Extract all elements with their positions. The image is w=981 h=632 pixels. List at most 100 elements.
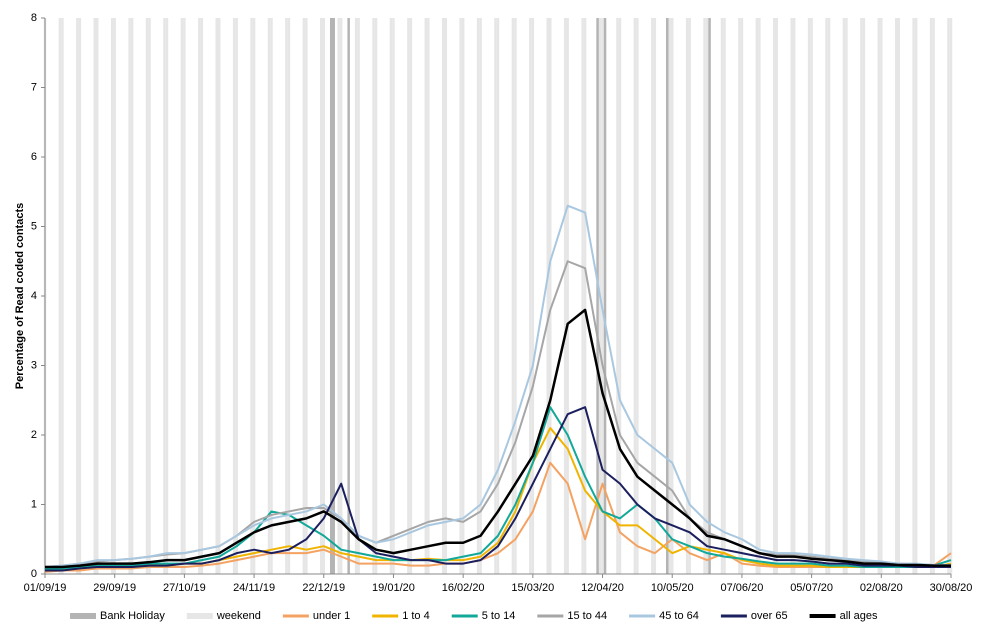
weekend-band <box>337 18 340 574</box>
y-tick-label: 3 <box>31 359 37 371</box>
weekend-band <box>479 18 482 574</box>
weekend-band <box>633 18 637 574</box>
x-tick-label: 02/08/20 <box>860 582 903 594</box>
weekend-band <box>636 18 639 574</box>
bank-holiday-band <box>603 18 607 574</box>
weekend-band <box>825 18 828 574</box>
series-line <box>44 204 951 569</box>
series-line <box>45 406 952 570</box>
x-tick-label: 01/09/19 <box>24 582 67 594</box>
weekend-band <box>357 18 360 574</box>
bank-holiday-band <box>708 18 711 574</box>
legend-label: Bank Holiday <box>100 610 165 622</box>
weekend-band <box>58 18 62 574</box>
weekend-band <box>407 18 410 574</box>
weekend-band <box>790 18 793 574</box>
weekend-band <box>339 18 343 574</box>
weekend-band <box>549 18 552 574</box>
weekend-band <box>267 18 271 574</box>
x-tick-label: 30/08/20 <box>930 582 973 594</box>
weekend-band <box>616 18 619 574</box>
weekend-band <box>755 18 759 574</box>
weekend-band <box>566 18 569 574</box>
weekend-band <box>305 18 308 574</box>
weekend-band <box>409 18 413 574</box>
y-tick-label: 7 <box>31 81 37 93</box>
weekend-band <box>668 18 671 574</box>
series-line <box>45 308 951 569</box>
weekend-band <box>894 18 898 574</box>
weekend-band <box>720 18 724 574</box>
weekend-band <box>845 18 848 574</box>
weekend-band <box>511 18 515 574</box>
weekend-band <box>775 18 779 574</box>
weekend-band <box>496 18 500 574</box>
weekend-band <box>235 18 238 574</box>
weekend-band <box>792 18 796 574</box>
weekend-band <box>563 18 567 574</box>
bank-holiday-band <box>666 18 669 574</box>
weekend-band <box>897 18 900 574</box>
series-line <box>44 461 952 573</box>
weekend-band <box>145 18 149 574</box>
legend-label: 15 to 44 <box>567 610 607 622</box>
weekend-band <box>862 18 866 574</box>
weekend-band <box>688 18 691 574</box>
weekend-band <box>148 18 151 574</box>
weekend-band <box>128 18 131 574</box>
weekend-band <box>215 18 218 574</box>
y-axis-label: Percentage of Read coded contacts <box>14 203 26 389</box>
legend-label: over 65 <box>751 610 788 622</box>
weekend-band <box>302 18 306 574</box>
weekend-band <box>441 18 445 574</box>
weekend-band <box>250 18 253 574</box>
weekend-band <box>198 18 201 574</box>
x-tick-label: 12/04/20 <box>581 582 624 594</box>
x-tick-label: 24/11/19 <box>233 582 275 594</box>
legend-label: under 1 <box>313 610 350 622</box>
weekend-band <box>877 18 881 574</box>
weekend-band <box>842 18 846 574</box>
series-line <box>45 406 951 572</box>
y-tick-label: 8 <box>31 12 37 24</box>
x-tick-label: 15/03/20 <box>511 582 554 594</box>
weekend-band <box>476 18 480 574</box>
weekend-band <box>372 18 375 574</box>
weekend-band <box>947 18 950 574</box>
weekend-band <box>583 18 587 574</box>
weekend-band <box>96 18 99 574</box>
weekend-band <box>252 18 256 574</box>
weekend-band <box>531 18 535 574</box>
weekend-band <box>392 18 395 574</box>
x-tick-label: 22/12/19 <box>302 582 345 594</box>
weekend-band <box>322 18 326 574</box>
weekend-band <box>285 18 288 574</box>
weekend-band <box>287 18 291 574</box>
weekend-band <box>723 18 726 574</box>
weekend-band <box>529 18 532 574</box>
weekend-band <box>912 18 915 574</box>
bank-holiday-band <box>596 18 599 574</box>
weekend-band <box>738 18 741 574</box>
weekend-band <box>200 18 204 574</box>
x-tick-label: 16/02/20 <box>442 582 485 594</box>
weekend-band <box>807 18 811 574</box>
x-tick-label: 29/09/19 <box>93 582 136 594</box>
weekend-band <box>444 18 447 574</box>
weekend-band <box>949 18 953 574</box>
weekend-band <box>76 18 79 574</box>
x-tick-label: 27/10/19 <box>163 582 206 594</box>
weekend-band <box>546 18 550 574</box>
bank-holiday-band <box>332 18 335 574</box>
y-tick-label: 1 <box>31 498 37 510</box>
weekend-band <box>773 18 776 574</box>
weekend-band <box>270 18 273 574</box>
weekend-band <box>703 18 706 574</box>
weekend-band <box>685 18 689 574</box>
legend-label: 5 to 14 <box>482 610 516 622</box>
weekend-band <box>374 18 378 574</box>
y-tick-label: 0 <box>31 568 37 580</box>
weekend-band <box>651 18 654 574</box>
weekend-band <box>810 18 813 574</box>
